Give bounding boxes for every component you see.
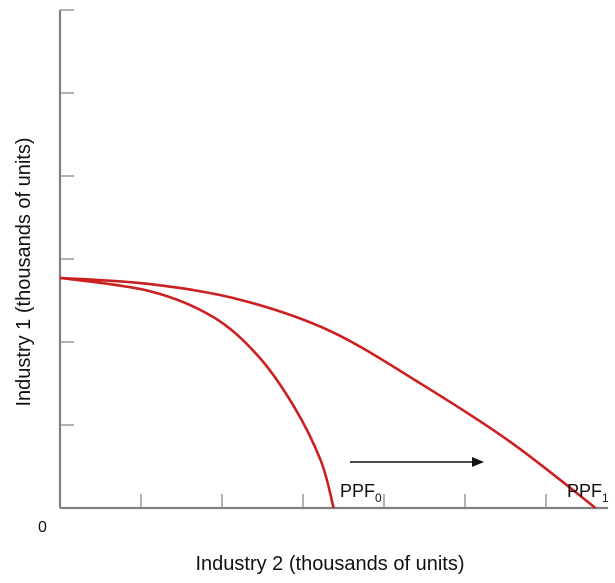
y-axis-title: Industry 1 (thousands of units) xyxy=(13,137,35,406)
ppf1-curve xyxy=(59,276,597,510)
ppf-curves xyxy=(59,276,597,510)
axes xyxy=(58,10,608,510)
x-axis-title: Industry 2 (thousands of units) xyxy=(195,553,464,575)
ppf1-label: PPF1 xyxy=(567,481,609,505)
ppf0-curve xyxy=(59,276,335,509)
axis-ticks xyxy=(60,9,547,508)
ppf0-label: PPF0 xyxy=(340,481,382,505)
shift-arrow xyxy=(350,457,484,467)
origin-label: 0 xyxy=(38,519,47,536)
